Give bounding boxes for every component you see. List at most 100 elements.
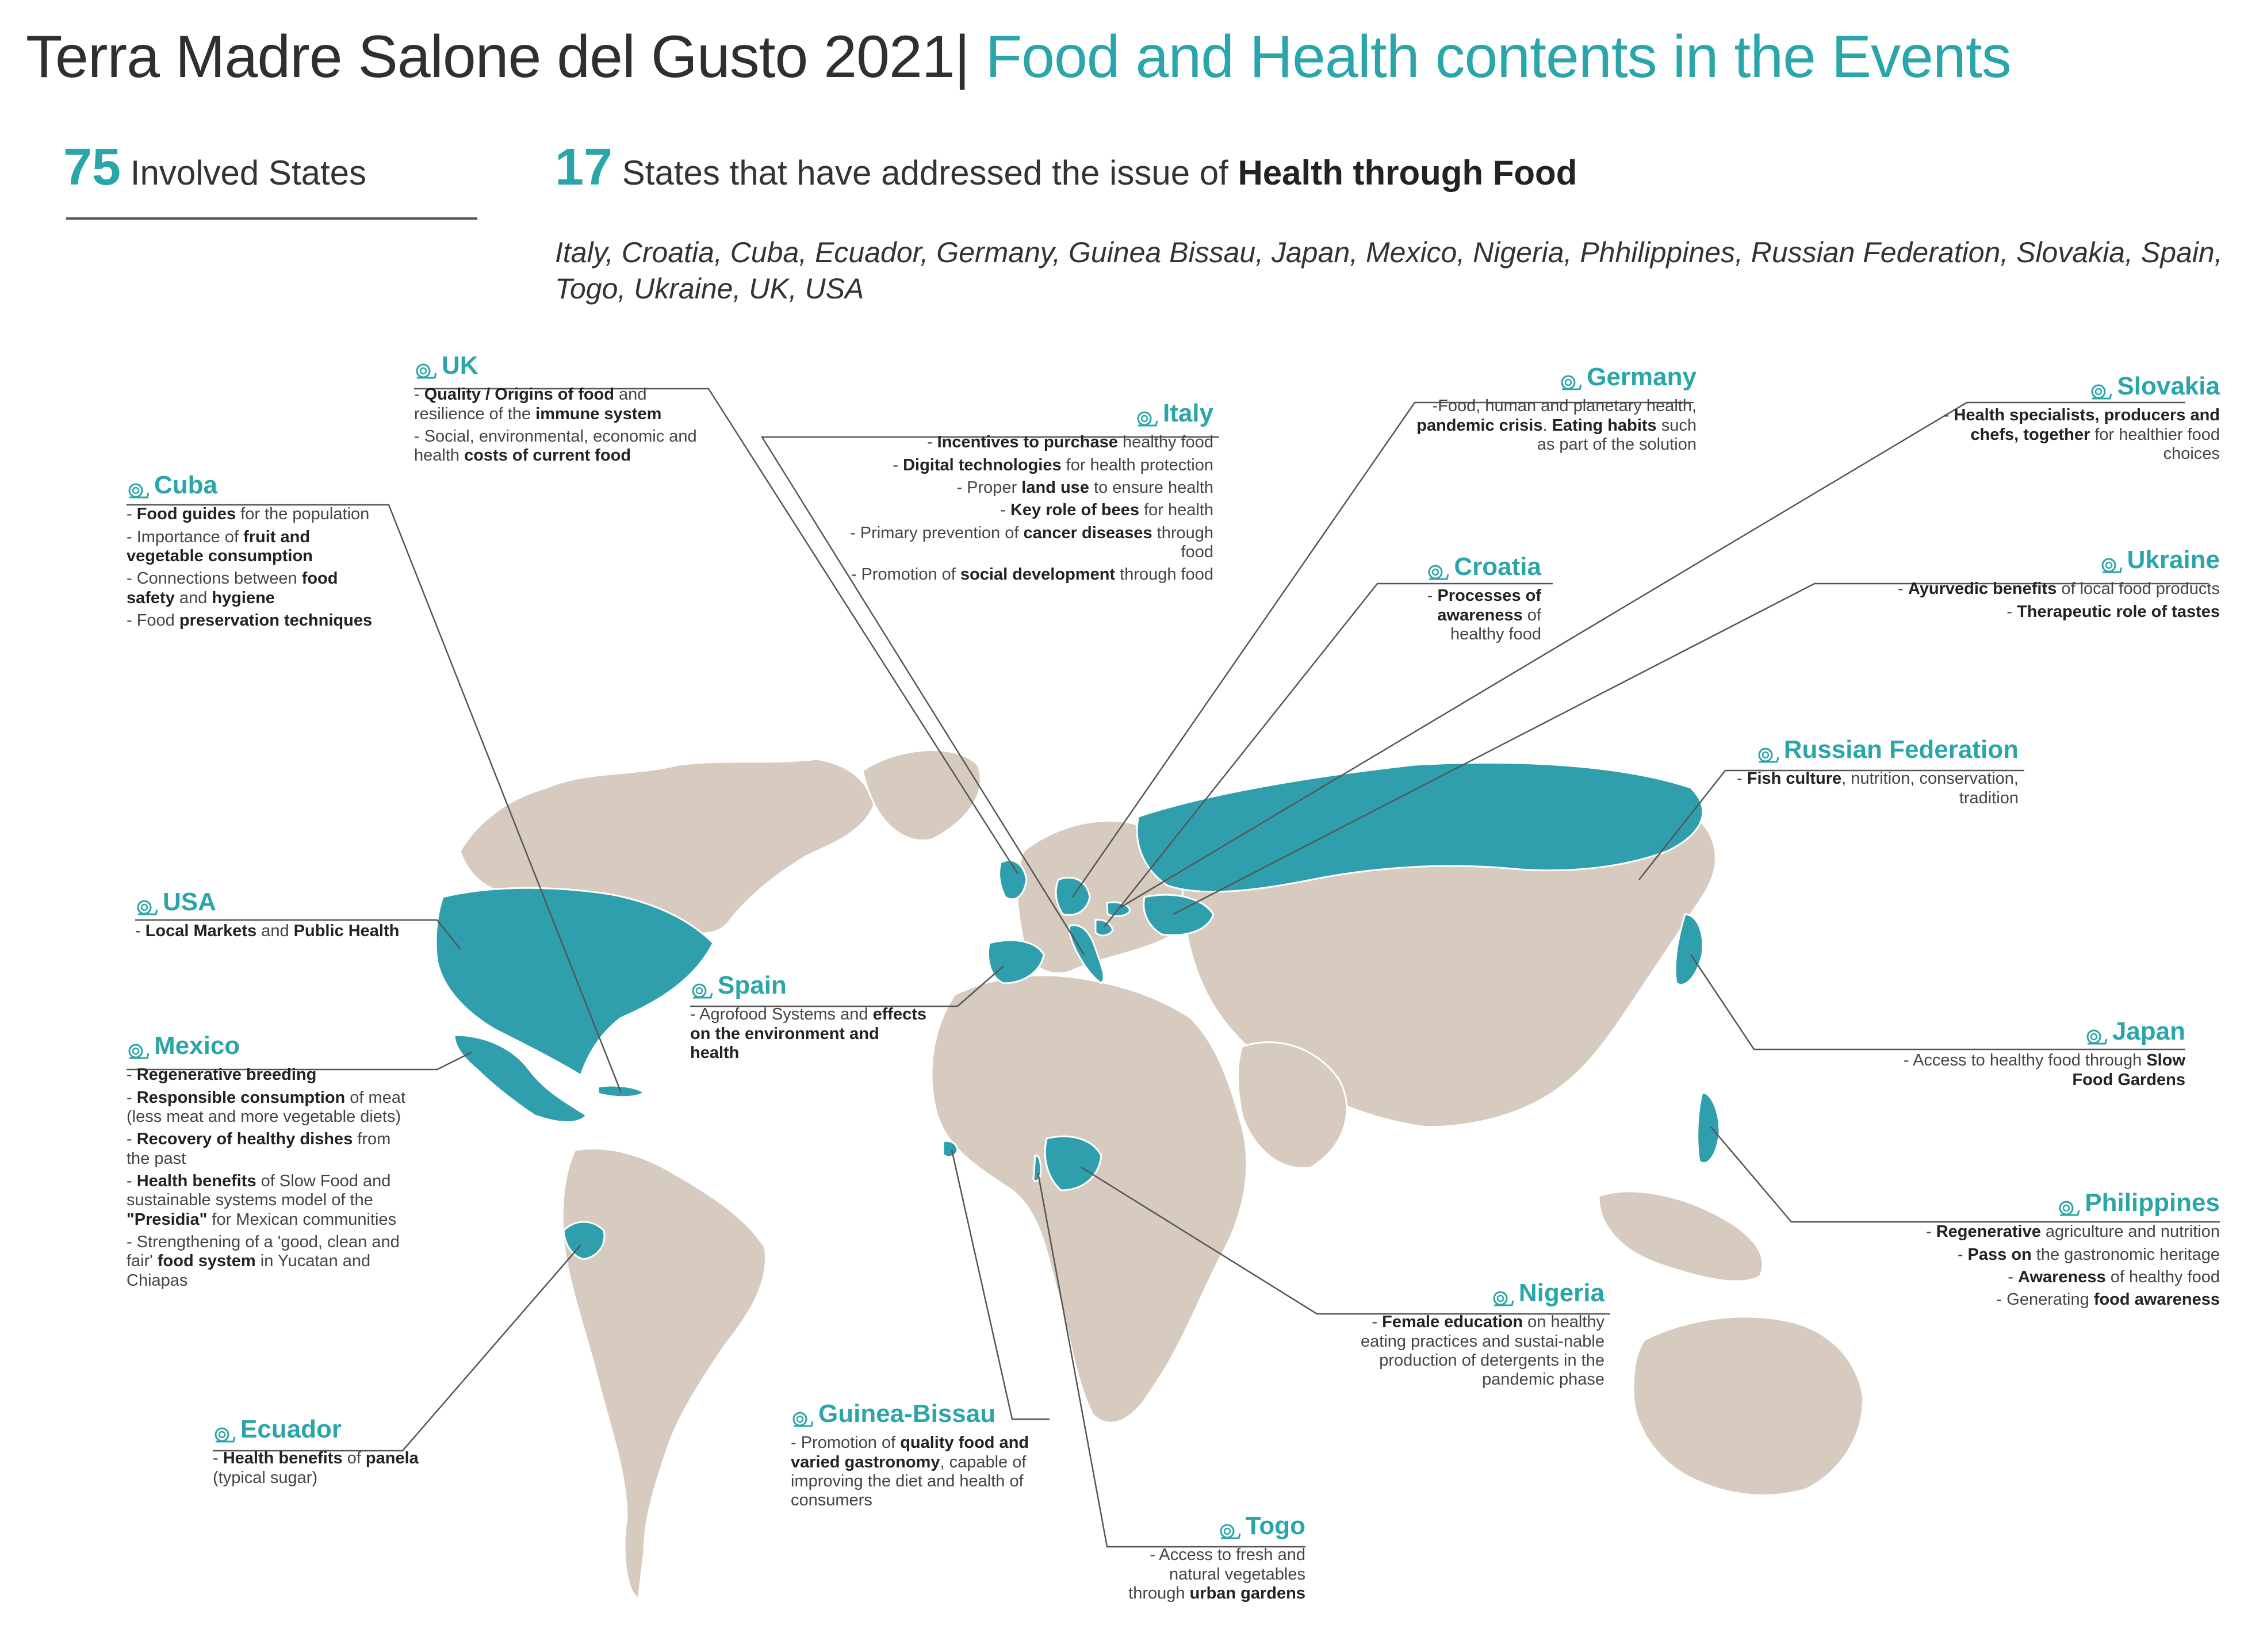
box-country-name: Nigeria xyxy=(1518,1279,1604,1307)
box-heading: Croatia xyxy=(1392,553,1541,581)
box-line-segment: Quality / Origins of food xyxy=(424,385,614,404)
box-philippines: Philippines - Regenerative agriculture an… xyxy=(1863,1189,2220,1313)
leader-ecuador xyxy=(213,1244,581,1452)
box-heading: Russian Federation xyxy=(1725,735,2019,764)
box-line: - Promotion of quality food and varied g… xyxy=(791,1433,1050,1510)
stat-health-label: States that have addressed the issue of xyxy=(622,154,1228,192)
box-line: - Access to fresh and natural vegetables… xyxy=(1110,1546,1305,1603)
box-line: - Health benefits of panela (typical sug… xyxy=(213,1449,443,1488)
box-line-segment: - xyxy=(2008,1268,2019,1287)
box-line: - Food guides for the population xyxy=(127,505,380,524)
box-country-name: Guinea-Bissau xyxy=(818,1400,996,1428)
stat-involved-label: Involved States xyxy=(130,154,367,192)
leader-cuba xyxy=(127,504,622,1093)
box-line-segment: - Primary prevention of xyxy=(850,523,1024,542)
box-line-segment: food awareness xyxy=(2093,1290,2220,1309)
box-country-name: Slovakia xyxy=(2117,372,2220,400)
box-line-segment: hygiene xyxy=(212,588,275,607)
box-line-segment: - Food xyxy=(127,611,179,630)
box-germany: Germany -Food, human and planetary health… xyxy=(1409,363,1697,458)
box-italy: Italy - Incentives to purchase healthy fo… xyxy=(840,399,1213,588)
box-line-segment: - Promotion of xyxy=(791,1433,901,1452)
box-line-segment: through food xyxy=(1115,565,1213,584)
box-line-segment: the gastronomic heritage xyxy=(2031,1245,2220,1264)
box-line-segment: Regenerative xyxy=(1936,1222,2041,1241)
box-country-name: Croatia xyxy=(1454,553,1541,581)
box-nigeria: Nigeria - Female education on healthy eat… xyxy=(1334,1279,1604,1393)
box-line-segment: - Strengthening of a 'good, clean and fa… xyxy=(127,1233,400,1271)
box-line: - Promotion of social development throug… xyxy=(840,565,1213,584)
box-line-segment: Responsible consumption xyxy=(136,1088,346,1107)
box-line-segment: , nutrition, conservation, tradition xyxy=(1841,769,2019,807)
box-country-name: Italy xyxy=(1162,399,1213,427)
box-line: - Health specialists, producers and chef… xyxy=(1938,406,2220,463)
box-line-segment: - Connections between xyxy=(127,569,302,588)
snail-icon xyxy=(2100,553,2123,573)
leader-japan xyxy=(1690,954,2185,1051)
country-japan xyxy=(1674,913,1704,986)
box-line-segment: Pass on xyxy=(1967,1245,2032,1264)
box-line-segment: Awareness xyxy=(2018,1268,2106,1287)
box-line: - Recovery of healthy dishes from the pa… xyxy=(127,1130,414,1168)
stat-divider xyxy=(66,217,477,220)
title-part1: Terra Madre Salone del Gusto 2021| xyxy=(26,24,970,90)
box-country-name: Spain xyxy=(718,971,787,999)
box-line-segment: of healthy food xyxy=(2105,1268,2220,1287)
box-line: - Incentives to purchase healthy food xyxy=(840,433,1213,452)
box-line-segment: food safety xyxy=(127,569,338,607)
box-line: - Regenerative breeding xyxy=(127,1065,414,1084)
box-heading: Togo xyxy=(1110,1512,1305,1540)
box-line-segment: Eating habits xyxy=(1552,416,1657,435)
landmass-australia xyxy=(1632,1316,1864,1496)
box-line-segment: Regenerative breeding xyxy=(136,1065,317,1084)
landmass-southeast-asia xyxy=(1598,1190,1764,1282)
country-togo xyxy=(1032,1155,1042,1183)
box-line-segment: fruit and vegetable consumption xyxy=(127,527,313,566)
box-line-segment: of Slow Food and sustainable systems mod… xyxy=(127,1172,391,1210)
box-line-segment: - Access to healthy food through xyxy=(1903,1051,2147,1070)
landmass-greenland xyxy=(861,749,982,841)
leader-togo xyxy=(1037,1172,1305,1548)
box-heading: Guinea-Bissau xyxy=(791,1400,1050,1428)
box-togo: Togo - Access to fresh and natural vegeta… xyxy=(1110,1512,1305,1607)
leader-uk xyxy=(414,388,1019,875)
box-line-segment: urban gardens xyxy=(1189,1584,1305,1603)
box-line-segment: - xyxy=(1898,580,1908,599)
box-line-segment: through food xyxy=(1152,523,1213,562)
box-line: - Responsible consumption of meat (less … xyxy=(127,1088,414,1127)
box-line: - Health benefits of Slow Food and susta… xyxy=(127,1172,414,1229)
country-guinea-bissau xyxy=(942,1140,959,1158)
box-line: - Pass on the gastronomic heritage xyxy=(1863,1245,2220,1264)
box-line-segment: Slow Food Gardens xyxy=(2072,1051,2185,1089)
box-line: - Local Markets and Public Health xyxy=(135,922,411,941)
box-line-segment: and resilience of the xyxy=(414,385,647,423)
box-line: - Therapeutic role of tastes xyxy=(1812,603,2220,622)
box-line-segment: - Agrofood Systems and xyxy=(690,1005,873,1024)
box-line: - Importance of fruit and vegetable cons… xyxy=(127,528,380,566)
box-heading: UK xyxy=(414,351,713,380)
leader-slovakia xyxy=(1118,401,2185,910)
box-heading: Nigeria xyxy=(1334,1279,1604,1307)
box-line-segment: - Social, environmental, economic and he… xyxy=(414,427,697,465)
box-line-segment: - xyxy=(213,1449,223,1468)
box-russia: Russian Federation - Fish culture, nutrit… xyxy=(1725,735,2019,811)
box-line-segment: "Presidia" xyxy=(127,1210,208,1229)
snail-icon xyxy=(2089,379,2112,400)
box-line-segment: -Food, human and planetary health, xyxy=(1432,397,1697,416)
box-heading: Ukraine xyxy=(1812,546,2220,574)
box-heading: Slovakia xyxy=(1938,372,2220,400)
box-heading: Mexico xyxy=(127,1032,414,1060)
box-croatia: Croatia - Processes of awareness of healt… xyxy=(1392,553,1541,647)
box-heading: Philippines xyxy=(1863,1189,2220,1217)
box-heading: Italy xyxy=(840,399,1213,427)
country-philippines xyxy=(1697,1091,1721,1164)
box-line: - Connections between food safety and hy… xyxy=(127,569,380,608)
snail-icon xyxy=(213,1422,236,1443)
box-line-segment: - Access to fresh and natural vegetables… xyxy=(1128,1546,1305,1603)
box-line-segment: Key role of bees xyxy=(1010,501,1140,520)
box-line-segment: Local Markets xyxy=(145,922,257,941)
country-ecuador xyxy=(562,1221,606,1260)
country-italy xyxy=(1069,924,1105,984)
box-line: - Quality / Origins of food and resilien… xyxy=(414,385,713,424)
